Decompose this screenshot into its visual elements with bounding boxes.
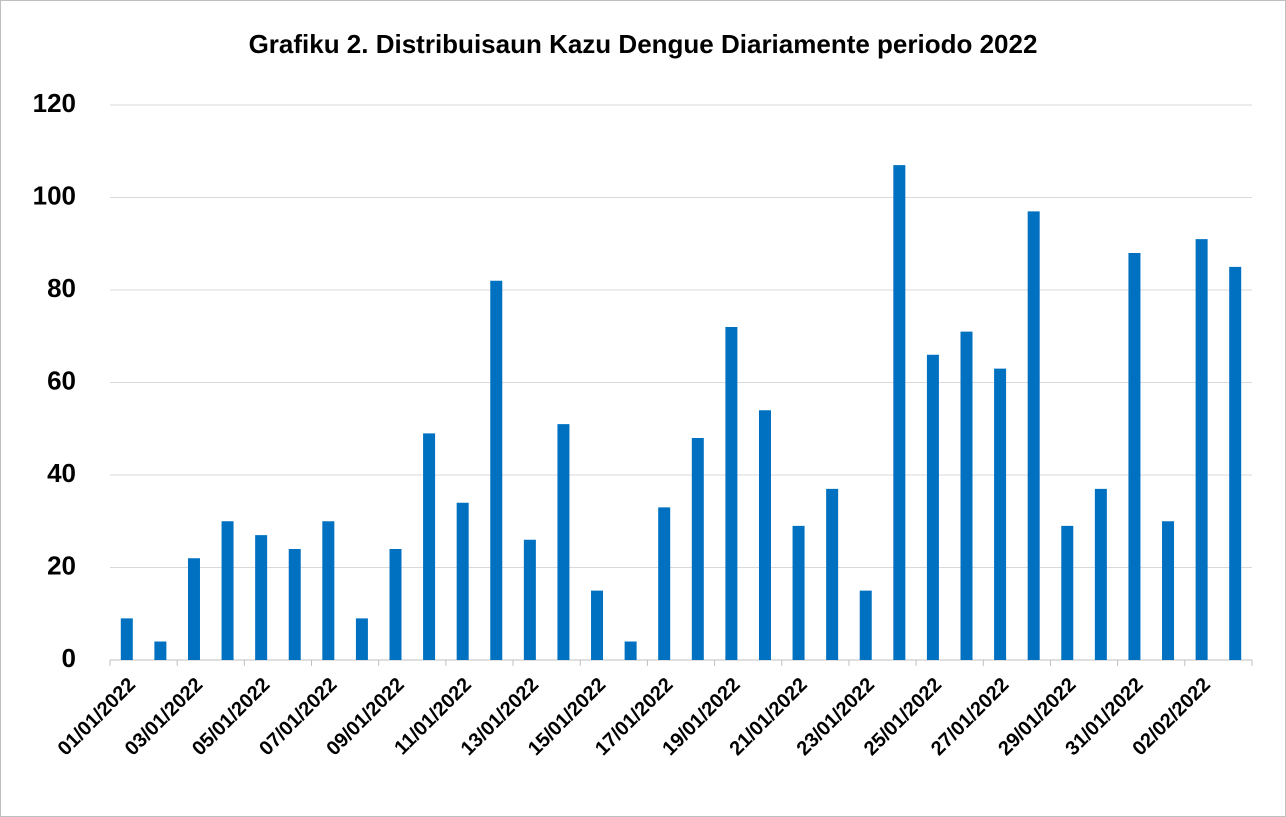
bar xyxy=(1061,525,1074,660)
bar xyxy=(926,354,939,660)
bar xyxy=(557,424,570,660)
bar xyxy=(1094,488,1107,660)
bar xyxy=(523,539,536,660)
bar xyxy=(1229,266,1242,660)
y-tick-label: 60 xyxy=(47,365,76,395)
bar xyxy=(423,433,436,660)
bar xyxy=(1195,239,1208,660)
bar xyxy=(322,521,335,660)
bar xyxy=(826,488,839,660)
bar xyxy=(591,590,604,660)
bar xyxy=(187,558,200,660)
y-tick-label: 100 xyxy=(33,180,76,210)
bar xyxy=(490,280,503,660)
bar xyxy=(758,410,771,660)
y-tick-label: 40 xyxy=(47,458,76,488)
bar xyxy=(658,507,671,660)
bar xyxy=(154,641,167,660)
bar xyxy=(792,525,805,660)
bar xyxy=(725,327,738,660)
bar xyxy=(859,590,872,660)
bar xyxy=(1027,211,1040,660)
bar xyxy=(893,165,906,660)
bar xyxy=(960,331,973,660)
y-tick-label: 20 xyxy=(47,550,76,580)
bar xyxy=(691,438,704,660)
y-tick-label: 0 xyxy=(62,643,76,673)
bar xyxy=(624,641,637,660)
bar xyxy=(1128,253,1141,660)
bar xyxy=(355,618,368,660)
chart-title: Grafiku 2. Distribuisaun Kazu Dengue Dia… xyxy=(249,29,1038,59)
bar xyxy=(1162,521,1175,660)
bar xyxy=(255,535,268,660)
bar xyxy=(456,502,469,660)
y-tick-label: 80 xyxy=(47,273,76,303)
bar xyxy=(389,549,402,660)
y-tick-label: 120 xyxy=(33,88,76,118)
bar xyxy=(288,549,301,660)
bar xyxy=(994,368,1007,660)
bar xyxy=(221,521,234,660)
bar xyxy=(120,618,133,660)
